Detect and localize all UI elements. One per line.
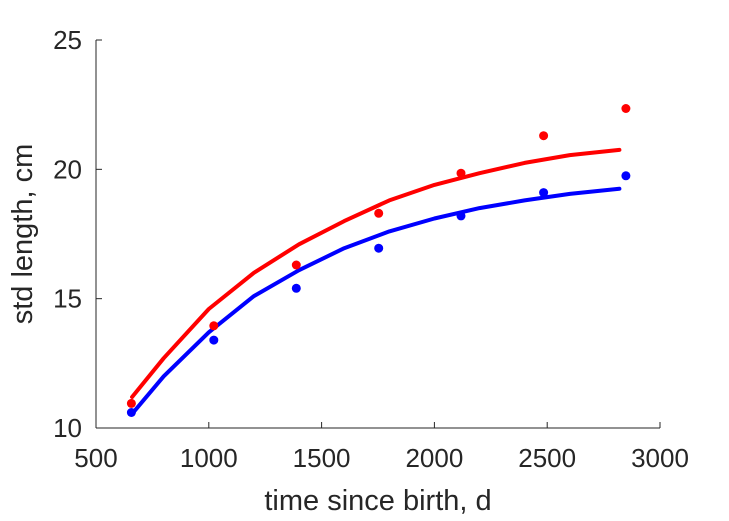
series-2-point xyxy=(126,408,136,417)
series-2-point xyxy=(374,243,384,253)
x-tick-label: 3000 xyxy=(631,443,689,473)
series-1-point xyxy=(539,131,549,141)
y-axis-label: std length, cm xyxy=(7,144,39,325)
y-tick-label: 10 xyxy=(53,413,82,443)
x-tick-label: 500 xyxy=(74,443,117,473)
series-1-point xyxy=(291,260,301,270)
series-2-point xyxy=(209,335,219,345)
series-1-point xyxy=(456,168,466,178)
y-tick-label: 25 xyxy=(53,25,82,55)
y-tick-label: 15 xyxy=(53,284,82,314)
x-tick-label: 2500 xyxy=(518,443,576,473)
x-tick-label: 1500 xyxy=(293,443,351,473)
x-tick-label: 1000 xyxy=(180,443,238,473)
series-2-point xyxy=(539,188,549,198)
series-1-point xyxy=(126,398,136,408)
fit-lines xyxy=(130,147,622,416)
series-2-point xyxy=(456,211,466,221)
series-1-point xyxy=(209,321,219,331)
ticks: 500 1000 1500 2000 2500 3000 10 15 20 25 xyxy=(53,25,689,473)
series-2-point xyxy=(291,283,301,293)
series-2-fit-line xyxy=(130,186,622,416)
data-points xyxy=(126,104,631,417)
axes xyxy=(95,40,660,429)
series-1-fit-line xyxy=(130,147,622,399)
series-1-point xyxy=(621,104,631,113)
series-2-point xyxy=(621,171,631,181)
x-tick-label: 2000 xyxy=(405,443,463,473)
y-tick-label: 20 xyxy=(53,154,82,184)
x-axis-label: time since birth, d xyxy=(264,485,491,517)
series-1-point xyxy=(374,208,384,218)
